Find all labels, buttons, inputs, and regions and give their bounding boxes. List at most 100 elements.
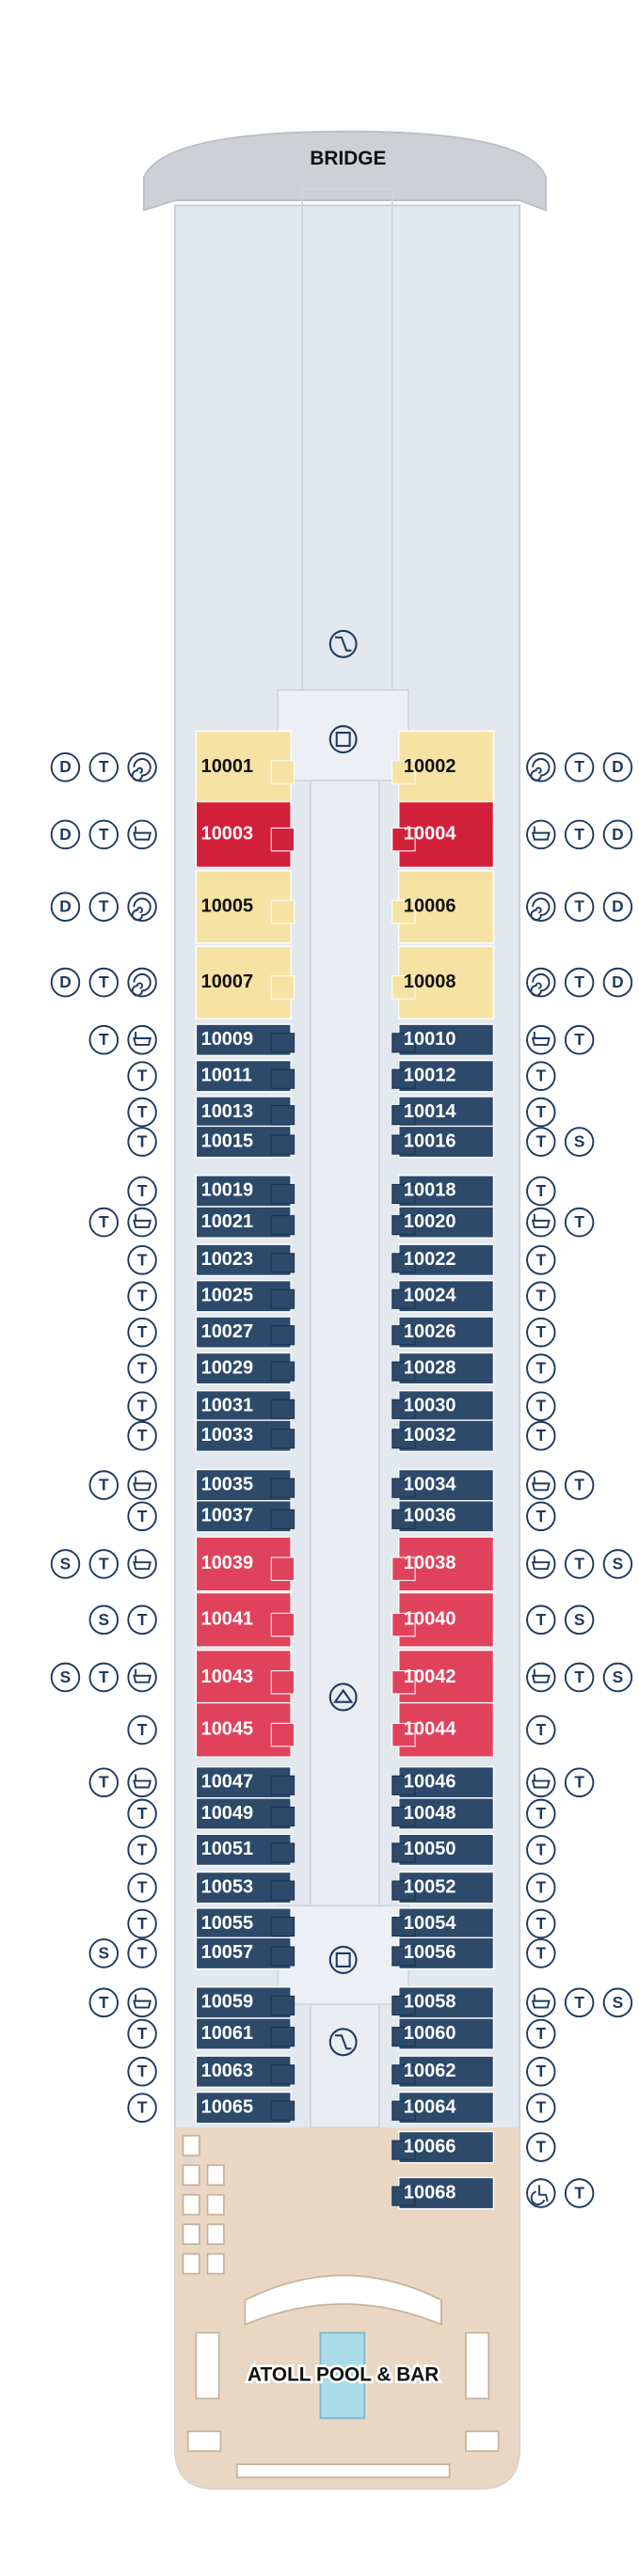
cabin-notch xyxy=(391,1478,416,1498)
pool-label: ATOLL POOL & BAR xyxy=(248,2363,439,2385)
cabin-notch xyxy=(270,827,296,852)
icon-circle xyxy=(564,1470,595,1500)
cabin-number: 10044 xyxy=(404,1719,456,1740)
icon-letter: T xyxy=(137,1720,148,1739)
icon-circle xyxy=(526,892,556,923)
tub xyxy=(531,1213,551,1228)
icon-circle xyxy=(127,1244,157,1275)
cabin-notch xyxy=(391,1068,416,1089)
icon-circle xyxy=(526,967,556,998)
icon-circle xyxy=(127,1798,157,1829)
icon-circle xyxy=(564,967,595,998)
cabin-notch xyxy=(391,827,416,852)
icon-circle xyxy=(127,1715,157,1746)
tub xyxy=(531,1556,551,1571)
icon-circle xyxy=(127,1024,157,1055)
icon-letter: T xyxy=(137,1840,148,1858)
icon-circle xyxy=(564,892,595,923)
icon-circle xyxy=(88,1549,119,1579)
cabin-notch xyxy=(270,2064,296,2085)
icon-letter: T xyxy=(137,1287,148,1305)
icon-letter: S xyxy=(613,1993,624,2012)
cabin-number: 10022 xyxy=(404,1249,456,1270)
cabin-number: 10011 xyxy=(201,1065,252,1085)
cabin-number: 10061 xyxy=(201,2023,254,2044)
icon-letter: T xyxy=(137,1610,148,1629)
cabin-notch xyxy=(270,1557,296,1581)
icon-circle xyxy=(526,1767,556,1798)
icon-circle xyxy=(127,2056,157,2087)
cabin-notch xyxy=(391,1399,416,1419)
tub xyxy=(133,1994,152,2009)
cabin-notch xyxy=(391,899,416,925)
cabin-number: 10001 xyxy=(201,756,254,777)
cabin-notch xyxy=(270,1325,296,1346)
icon-letter: T xyxy=(536,1943,547,1962)
cabin-notch xyxy=(270,1916,296,1937)
cabin-number: 10037 xyxy=(201,1506,254,1526)
spa-icon xyxy=(526,892,556,923)
icon-letter: D xyxy=(59,825,72,844)
icon-letter: S xyxy=(98,1943,109,1962)
icon-circle xyxy=(526,1097,556,1128)
cabin-notch xyxy=(391,1612,416,1637)
cabin-number: 10008 xyxy=(404,972,456,992)
icon-circle xyxy=(127,1420,157,1451)
icon-letter: T xyxy=(137,1102,148,1121)
cabin-number: 10051 xyxy=(201,1839,254,1859)
icon-circle xyxy=(564,1987,595,2018)
stairs xyxy=(277,688,410,782)
icon-circle xyxy=(564,2178,595,2208)
icon-letter: T xyxy=(536,1131,547,1150)
icon-letter: T xyxy=(536,1067,547,1085)
tub xyxy=(133,1668,152,1683)
icon-circle xyxy=(127,1281,157,1312)
tub xyxy=(133,1477,152,1492)
icon-circle xyxy=(526,1549,556,1579)
icon-letter: T xyxy=(99,897,109,916)
swirl xyxy=(530,758,551,782)
icon-letter: T xyxy=(536,2098,547,2117)
icon-circle xyxy=(88,967,119,998)
icon-letter: S xyxy=(613,1667,624,1686)
cabin-notch xyxy=(391,1669,416,1695)
icon-letter: T xyxy=(536,1878,547,1897)
icon-letter: T xyxy=(574,1667,584,1686)
icon-letter: T xyxy=(536,1426,547,1445)
wheelchair xyxy=(530,2185,549,2205)
cabin-number: 10019 xyxy=(201,1180,254,1201)
icon-letter: D xyxy=(59,972,72,991)
icon-circle xyxy=(526,1061,556,1091)
icon-circle xyxy=(127,1097,157,1128)
tub xyxy=(133,1774,152,1789)
icon-circle xyxy=(526,1391,556,1422)
icon-letter: T xyxy=(99,1212,109,1231)
cabin-notch xyxy=(391,1105,416,1126)
cabin-number: 10054 xyxy=(404,1913,456,1934)
icon-letter: T xyxy=(536,1250,547,1269)
icon-circle xyxy=(526,1024,556,1055)
icon-letter: T xyxy=(536,1102,547,1121)
icon-circle xyxy=(526,1281,556,1312)
icon-circle xyxy=(127,1501,157,1532)
icon-letter: S xyxy=(613,1554,624,1572)
icon-circle xyxy=(88,1470,119,1500)
icon-letter: T xyxy=(574,1030,584,1049)
cabin-number: 10052 xyxy=(404,1876,456,1897)
icon-circle xyxy=(127,1176,157,1207)
cabin-number: 10040 xyxy=(404,1609,456,1630)
icon-circle xyxy=(526,1176,556,1207)
icon-circle xyxy=(602,967,633,998)
cabin-notch xyxy=(270,1946,296,1967)
icon-circle xyxy=(526,751,556,782)
icon-circle xyxy=(564,1604,595,1636)
tub xyxy=(133,1031,152,1046)
stairs-aft xyxy=(277,1904,410,2005)
cabin-notch xyxy=(270,975,296,1000)
cabin-number: 10013 xyxy=(201,1101,254,1122)
icon-circle xyxy=(88,1207,119,1238)
cabin-number: 10007 xyxy=(201,972,254,992)
icon-circle xyxy=(88,1662,119,1693)
spa-icon xyxy=(526,967,556,998)
